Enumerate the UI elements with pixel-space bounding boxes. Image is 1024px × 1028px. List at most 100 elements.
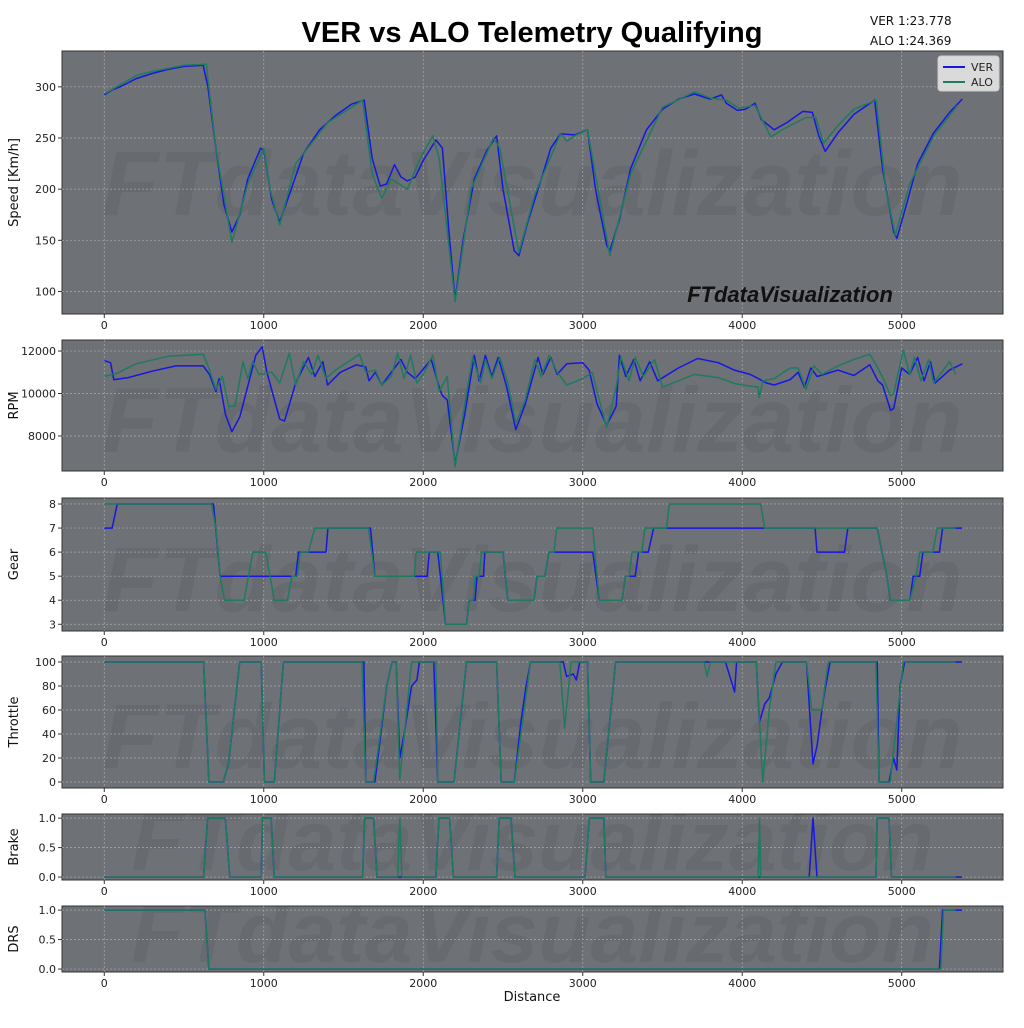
series-line-alo: [103, 63, 959, 303]
series-line-alo: [104, 817, 956, 878]
y-tick-label: 8: [49, 498, 56, 511]
series-line-ver: [103, 64, 963, 301]
y-tick-label: 8000: [28, 430, 56, 443]
watermark-logo: FTdataVisualization: [687, 282, 893, 307]
plot-area: [61, 655, 1004, 789]
lap-time-alo: ALO 1:24.369: [870, 34, 951, 48]
watermark: FTdataVisualization: [131, 793, 933, 889]
x-tick-label: 3000: [569, 319, 597, 332]
y-axis-label: RPM: [7, 391, 22, 419]
plot-area: [61, 813, 1004, 881]
x-tick-label: 4000: [728, 476, 756, 489]
x-tick-label: 5000: [888, 636, 916, 649]
x-tick-label: 4000: [728, 319, 756, 332]
y-tick-label: 6: [49, 546, 56, 559]
x-tick-label: 3000: [569, 793, 597, 806]
x-tick-label: 1000: [250, 977, 278, 990]
y-tick-label: 0.5: [39, 842, 57, 855]
legend-label-alo: ALO: [971, 76, 993, 89]
y-tick-label: 4: [49, 594, 56, 607]
x-tick-label: 2000: [409, 319, 437, 332]
y-tick-label: 12000: [21, 345, 56, 358]
x-tick-label: 0: [101, 636, 108, 649]
x-tick-label: 5000: [888, 476, 916, 489]
x-tick-label: 5000: [888, 319, 916, 332]
panel-rpm: FTdataVisualization 0 1000 2000 3000 4000 5000…: [7, 339, 1004, 489]
y-tick-label: 7: [49, 522, 56, 535]
x-tick-label: 2000: [409, 636, 437, 649]
y-axis-label: DRS: [7, 925, 22, 952]
watermark: FTdataVisualization: [131, 885, 933, 981]
watermark: FTdataVisualization: [102, 369, 962, 471]
plot-area: [61, 339, 1004, 472]
y-tick-label: 3: [49, 618, 56, 631]
y-tick-label: 0.0: [39, 963, 57, 976]
y-tick-label: 5: [49, 570, 56, 583]
watermark: FTdataVisualization: [102, 133, 962, 235]
y-tick-label: 1.0: [39, 904, 57, 917]
y-tick-label: 0: [49, 776, 56, 789]
y-tick-label: 1.0: [39, 812, 57, 825]
series-line-alo: [104, 661, 956, 783]
panel-gear: FTdataVisualization 0 1000 2000 3000 4000 5000…: [7, 497, 1004, 649]
y-tick-label: 20: [42, 752, 56, 765]
x-tick-label: 0: [101, 793, 108, 806]
x-axis-label: Distance: [504, 990, 561, 1005]
x-tick-label: 1000: [250, 476, 278, 489]
y-tick-label: 250: [35, 132, 56, 145]
x-tick-label: 2000: [409, 793, 437, 806]
x-tick-label: 2000: [409, 476, 437, 489]
x-tick-label: 5000: [888, 885, 916, 898]
y-tick-label: 100: [35, 656, 56, 669]
x-tick-label: 1000: [250, 319, 278, 332]
x-tick-label: 5000: [888, 977, 916, 990]
y-axis-label: Gear: [7, 548, 22, 580]
panel-drs: FTdataVisualization 0 1000 2000 3000 4000 5000…: [7, 885, 1004, 990]
y-tick-label: 0.5: [39, 934, 57, 947]
y-tick-label: 40: [42, 728, 56, 741]
plot-area: [61, 905, 1004, 973]
series-line-alo: [104, 349, 957, 468]
x-tick-label: 4000: [728, 636, 756, 649]
watermark: FTdataVisualization: [102, 686, 962, 788]
plot-area: [61, 50, 1004, 315]
x-tick-label: 0: [101, 977, 108, 990]
x-tick-label: 2000: [409, 885, 437, 898]
x-tick-label: 0: [101, 476, 108, 489]
x-tick-label: 5000: [888, 793, 916, 806]
x-tick-label: 3000: [569, 885, 597, 898]
x-tick-label: 3000: [569, 977, 597, 990]
x-tick-label: 1000: [250, 885, 278, 898]
lap-time-ver: VER 1:23.778: [870, 14, 952, 28]
series-line-alo: [104, 909, 956, 970]
x-tick-label: 4000: [728, 793, 756, 806]
legend: VER ALO: [937, 55, 1000, 92]
y-tick-label: 100: [35, 285, 56, 298]
watermark: FTdataVisualization: [102, 529, 962, 631]
x-tick-label: 3000: [569, 476, 597, 489]
chart-title: VER vs ALO Telemetry Qualifying: [302, 17, 763, 49]
x-tick-label: 4000: [728, 885, 756, 898]
legend-label-ver: VER: [971, 61, 993, 74]
y-tick-label: 0.0: [39, 871, 57, 884]
x-tick-label: 4000: [728, 977, 756, 990]
x-tick-label: 1000: [250, 636, 278, 649]
y-axis-label: Brake: [7, 828, 22, 865]
x-tick-label: 0: [101, 319, 108, 332]
y-tick-label: 10000: [21, 388, 56, 401]
x-tick-label: 0: [101, 885, 108, 898]
x-tick-label: 1000: [250, 793, 278, 806]
panel-brake: FTdataVisualization 0 1000 2000 3000 4000 5000…: [7, 793, 1004, 898]
x-tick-label: 2000: [409, 977, 437, 990]
series-line-ver: [104, 346, 963, 465]
y-tick-label: 300: [35, 81, 56, 94]
panel-speed: FTdataVisualization 0 1000 2000 3000 4000 5000…: [7, 50, 1004, 332]
y-tick-label: 80: [42, 680, 56, 693]
series-line-alo: [104, 503, 956, 626]
y-tick-label: 150: [35, 234, 56, 247]
y-tick-label: 60: [42, 704, 56, 717]
y-axis-label: Throttle: [7, 697, 22, 749]
